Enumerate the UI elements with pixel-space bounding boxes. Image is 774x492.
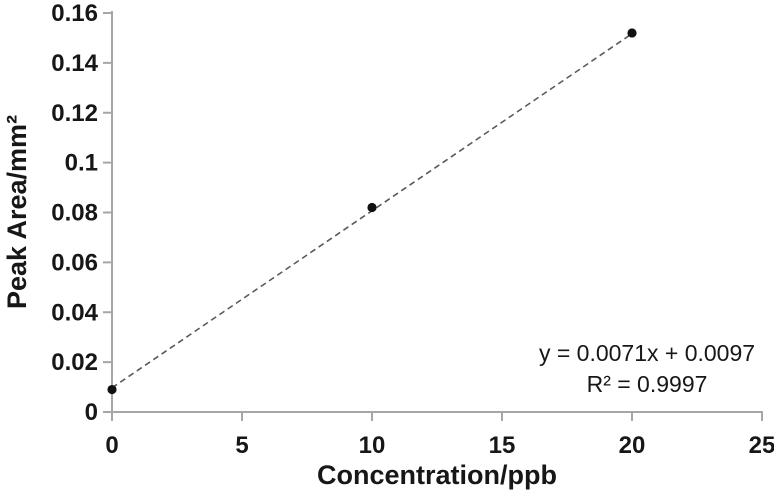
data-point	[627, 28, 637, 38]
equation-label: y = 0.0071x + 0.0097	[539, 340, 755, 366]
data-point	[107, 384, 117, 395]
x-axis-title: Concentration/ppb	[317, 460, 557, 490]
y-tick-label: 0.04	[51, 299, 98, 326]
y-tick-label: 0.14	[51, 50, 98, 77]
data-point	[367, 202, 377, 213]
y-tick-label: 0.02	[51, 349, 98, 376]
x-tick-label: 20	[619, 432, 646, 459]
series-layer	[107, 28, 637, 395]
y-tick-label: 0.12	[51, 100, 98, 127]
y-tick-label: 0.06	[51, 249, 98, 276]
y-tick-label: 0.08	[51, 200, 98, 227]
r-squared-label: R² = 0.9997	[587, 371, 708, 397]
y-axis-title: Peak Area/mm²	[2, 115, 32, 309]
x-tick-label: 0	[105, 432, 118, 459]
x-tick-label: 5	[235, 432, 248, 459]
x-tick-label: 25	[749, 432, 774, 459]
y-tick-label: 0.1	[65, 150, 98, 177]
y-tick-label: 0.16	[51, 0, 98, 27]
axes-layer: 0 5 10 15 20 25 0 0.02 0.04 0.06 0.08 0.1 0.12 0.14 0.…	[51, 0, 774, 459]
x-tick-label: 10	[359, 432, 386, 459]
x-tick-label: 15	[489, 432, 516, 459]
y-tick-label: 0	[85, 399, 98, 426]
